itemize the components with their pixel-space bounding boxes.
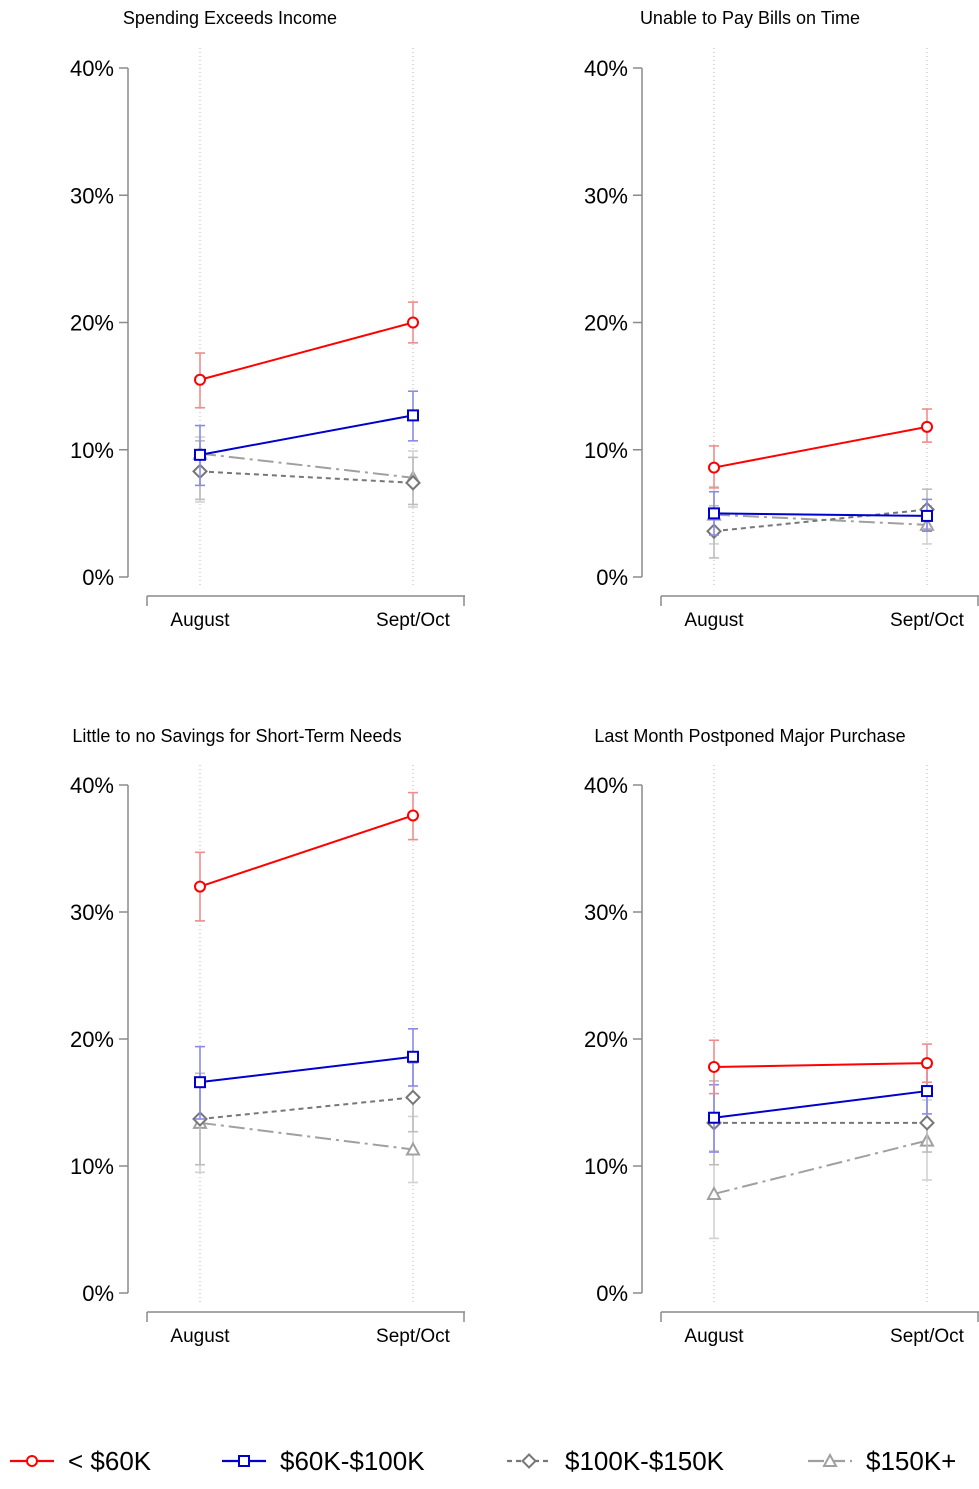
series-line	[713, 1090, 928, 1119]
legend-label: $60K-$100K	[280, 1446, 425, 1476]
x-tick-label: Sept/Oct	[890, 1326, 965, 1347]
data-point	[194, 373, 206, 386]
y-tick-label: 40%	[70, 773, 114, 798]
legend-marker	[26, 1455, 38, 1467]
x-tick-label: Sept/Oct	[376, 1326, 451, 1347]
panel-4: Last Month Postponed Major Purchase 0% 10%…	[584, 726, 979, 1347]
series-line	[713, 425, 928, 469]
series-lt-60k	[708, 408, 933, 489]
series-line	[199, 414, 414, 456]
data-point	[405, 1141, 421, 1156]
x-tick-label: Sept/Oct	[890, 610, 965, 631]
y-tick-label: 40%	[70, 56, 114, 81]
series-100k-150k	[706, 1080, 935, 1166]
legend-label: $100K-$150K	[565, 1446, 725, 1476]
data-point	[405, 1089, 421, 1106]
legend-item-100k-150k: $100K-$150K	[507, 1446, 725, 1476]
series-line	[713, 1139, 928, 1195]
data-point	[194, 1076, 206, 1089]
data-point	[708, 1060, 720, 1073]
x-tick-label: August	[170, 610, 230, 631]
y-tick-label: 30%	[70, 900, 114, 925]
legend-item-60k-100k: $60K-$100K	[222, 1446, 425, 1476]
y-tick-label: 30%	[584, 183, 628, 208]
y-tick-label: 30%	[584, 900, 628, 925]
series-lt-60k	[708, 1039, 933, 1095]
series-150k-plus	[192, 1077, 421, 1184]
y-tick-label: 20%	[70, 1027, 114, 1052]
legend-item-150k-plus: $150K+	[808, 1446, 956, 1476]
y-tick-label: 20%	[584, 1027, 628, 1052]
panel-2: Unable to Pay Bills on Time 0% 10% 20% 30% 40…	[584, 8, 979, 631]
series-line	[199, 1121, 414, 1151]
y-tick-label: 10%	[584, 1154, 628, 1179]
y-tick-label: 0%	[596, 565, 628, 590]
series-line	[713, 512, 928, 517]
data-point	[706, 1185, 722, 1200]
panel-1: Spending Exceeds Income 0% 10% 20% 30% 40% Aug…	[70, 8, 465, 631]
series-line	[713, 513, 928, 526]
data-point	[407, 409, 419, 422]
y-tick-label: 40%	[584, 773, 628, 798]
y-tick-label: 0%	[82, 1281, 114, 1306]
x-tick-label: Sept/Oct	[376, 610, 451, 631]
series-lt-60k	[194, 301, 419, 409]
data-point	[708, 461, 720, 474]
x-tick-label: August	[170, 1326, 230, 1347]
legend-marker	[238, 1455, 250, 1467]
series-60k-100k	[708, 490, 933, 536]
y-tick-label: 20%	[584, 311, 628, 336]
data-point	[708, 1111, 720, 1124]
legend-item-lt-60k: < $60K	[10, 1446, 152, 1476]
series-line	[199, 1055, 414, 1084]
panel-title: Little to no Savings for Short-Term Need…	[72, 726, 401, 746]
panel-title: Spending Exceeds Income	[123, 8, 337, 28]
data-point	[921, 1085, 933, 1098]
data-point	[407, 1050, 419, 1063]
panel-title: Last Month Postponed Major Purchase	[594, 726, 905, 746]
data-point	[919, 1114, 935, 1131]
data-point	[921, 509, 933, 522]
y-tick-label: 10%	[70, 438, 114, 463]
x-tick-label: August	[684, 610, 744, 631]
data-point	[921, 1057, 933, 1070]
series-line	[199, 452, 414, 479]
panel-title: Unable to Pay Bills on Time	[640, 8, 860, 28]
y-tick-label: 10%	[70, 1154, 114, 1179]
series-line	[199, 1096, 414, 1121]
y-tick-label: 20%	[70, 311, 114, 336]
data-point	[407, 809, 419, 822]
x-tick-label: August	[684, 1326, 744, 1347]
series-60k-100k	[194, 390, 419, 487]
panel-3: Little to no Savings for Short-Term Need…	[70, 726, 465, 1347]
data-point	[921, 420, 933, 433]
data-point	[708, 507, 720, 520]
series-60k-100k	[194, 1028, 419, 1120]
y-tick-label: 0%	[596, 1281, 628, 1306]
series-line	[199, 814, 414, 888]
y-tick-label: 40%	[584, 56, 628, 81]
legend-marker	[521, 1453, 537, 1469]
data-point	[194, 880, 206, 893]
series-lt-60k	[194, 791, 419, 922]
series-150k-plus	[706, 1099, 935, 1240]
y-tick-label: 30%	[70, 183, 114, 208]
data-point	[194, 448, 206, 461]
y-tick-label: 0%	[82, 565, 114, 590]
data-point	[405, 474, 421, 491]
series-line	[199, 470, 414, 484]
legend-label: $150K+	[866, 1446, 956, 1476]
data-point	[407, 316, 419, 329]
legend-marker	[822, 1452, 838, 1467]
y-tick-label: 10%	[584, 438, 628, 463]
legend: < $60K $60K-$100K $100K-$150K $150K+	[10, 1446, 956, 1476]
series-line	[713, 1062, 928, 1068]
legend-label: < $60K	[68, 1446, 152, 1476]
series-line	[199, 321, 414, 381]
series-60k-100k	[708, 1066, 933, 1153]
